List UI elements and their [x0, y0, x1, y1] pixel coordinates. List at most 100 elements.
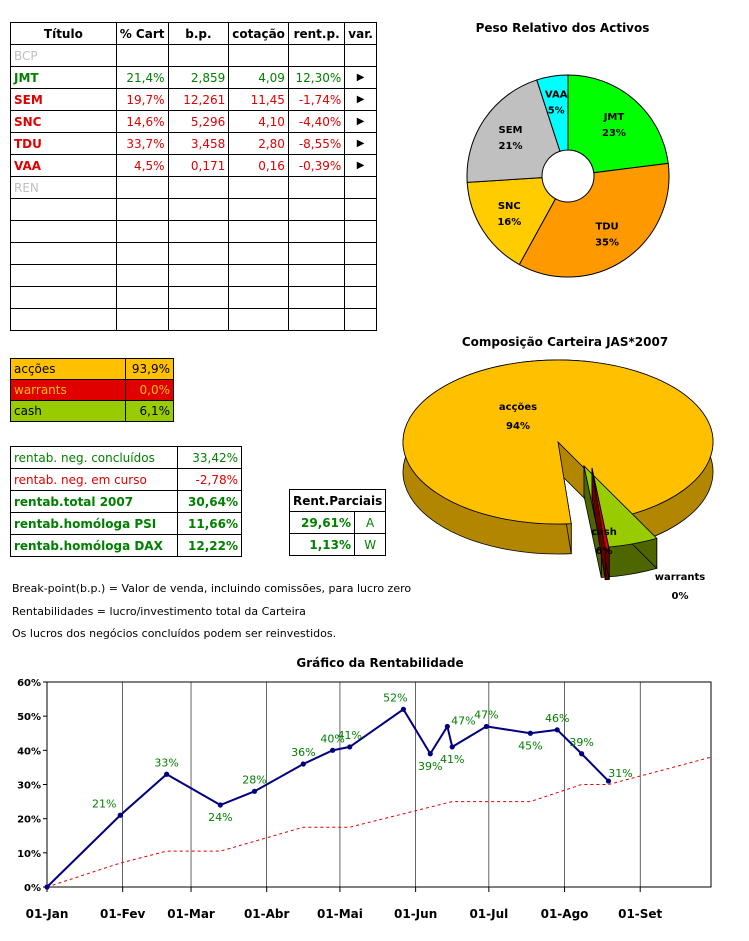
pie3d-slice-warrants	[591, 467, 610, 551]
returns-row: rentab.homóloga PSI 11,66%	[10, 512, 242, 535]
stock-row	[10, 286, 377, 309]
rent-cell	[287, 44, 346, 67]
data-label: 36%	[291, 746, 315, 759]
rent-cell: -8,55%	[287, 132, 346, 155]
ticker-cell: SNC	[10, 110, 117, 133]
main-series-point	[605, 778, 612, 784]
note-reinvest: Os lucros dos negócios concluídos podem …	[12, 627, 337, 640]
stock-row: REN	[10, 176, 377, 199]
donut-category-label: TDU	[595, 221, 618, 232]
main-series-point	[400, 706, 407, 712]
partial-value: 29,61%	[289, 511, 355, 534]
main-series-point	[449, 744, 455, 750]
cotacao-cell: 11,45	[228, 88, 289, 111]
partial-returns-table: Rent.Parciais 29,61% A 1,13% W	[288, 489, 387, 556]
rent-cell	[287, 286, 346, 309]
ticker-cell	[10, 308, 117, 331]
data-label: 47%	[474, 708, 498, 721]
donut-slice-tdu	[518, 162, 670, 278]
data-label: 47%	[451, 714, 475, 727]
data-label: 41%	[440, 753, 464, 766]
main-series-point	[427, 751, 433, 757]
x-tick-label: 01-Mar	[167, 907, 215, 921]
partial-value: 1,13%	[289, 533, 355, 556]
var-cell: ▶	[344, 110, 377, 133]
cart-cell	[115, 264, 169, 287]
x-tick-label: 01-Ago	[541, 907, 589, 921]
reference-series-line	[46, 756, 712, 888]
returns-value: 30,64%	[177, 490, 242, 513]
rent-cell	[287, 242, 346, 265]
cotacao-cell	[228, 220, 289, 243]
ticker-cell: VAA	[10, 154, 117, 177]
var-cell	[344, 44, 377, 67]
allocation-row-cash: cash 6,1%	[10, 400, 174, 422]
var-cell: ▶	[344, 132, 377, 155]
stock-row	[10, 264, 377, 287]
ticker-cell: REN	[10, 176, 117, 199]
ticker-cell: TDU	[10, 132, 117, 155]
cotacao-cell	[228, 308, 289, 331]
bp-cell	[167, 286, 230, 309]
stock-row	[10, 308, 377, 331]
donut-value-label: 16%	[497, 217, 521, 228]
bp-cell	[167, 220, 230, 243]
cart-cell	[115, 176, 169, 199]
stock-row: BCP	[10, 44, 377, 67]
cotacao-cell	[228, 286, 289, 309]
cart-cell	[115, 220, 169, 243]
returns-row: rentab.homóloga DAX 12,22%	[10, 534, 242, 557]
cart-cell: 19,7%	[115, 88, 169, 111]
rent-cell: -0,39%	[287, 154, 346, 177]
y-tick-label: 40%	[17, 746, 41, 757]
rent-cell	[287, 176, 346, 199]
main-series-point	[300, 761, 306, 767]
returns-label: rentab.homóloga PSI	[10, 512, 178, 535]
cart-cell: 33,7%	[115, 132, 169, 155]
donut-value-label: 5%	[548, 105, 565, 116]
y-tick-label: 0%	[24, 883, 41, 894]
ticker-cell	[10, 264, 117, 287]
allocation-row-accoes: acções 93,9%	[10, 358, 174, 380]
data-label: 41%	[337, 729, 361, 742]
stock-row	[10, 198, 377, 221]
bp-cell	[167, 308, 230, 331]
composition-chart-title: Composição Carteira JAS*2007	[461, 335, 669, 349]
returns-value: -2,78%	[177, 468, 242, 491]
rent-cell	[287, 264, 346, 287]
var-cell	[344, 242, 377, 265]
line-chart-title: Gráfico da Rentabilidade	[296, 656, 464, 670]
cotacao-cell	[228, 198, 289, 221]
bp-cell: 5,296	[167, 110, 230, 133]
cart-cell: 4,5%	[115, 154, 169, 177]
pie3d-category-label: cash	[591, 527, 617, 538]
stock-row: SNC 14,6% 5,296 4,10 -4,40% ▶	[10, 110, 377, 133]
donut-slice-jmt	[567, 74, 669, 174]
ticker-cell	[10, 198, 117, 221]
stocks-table: Título % Cart b.p. cotação rent.p. var. …	[10, 22, 377, 331]
col-header-var: var.	[344, 22, 377, 45]
partial-row: 29,61% A	[289, 511, 387, 534]
pie3d-category-label: acções	[499, 402, 537, 413]
bp-cell	[167, 264, 230, 287]
returns-row: rentab.total 2007 30,64%	[10, 490, 242, 513]
var-cell: ▶	[344, 66, 377, 89]
stock-row: JMT 21,4% 2,859 4,09 12,30% ▶	[10, 66, 377, 89]
rent-cell: -4,40%	[287, 110, 346, 133]
x-tick-label: 01-Jul	[469, 907, 508, 921]
bp-cell: 2,859	[167, 66, 230, 89]
y-tick-label: 50%	[17, 712, 41, 723]
donut-category-label: SNC	[498, 201, 521, 212]
returns-label: rentab. neg. em curso	[10, 468, 178, 491]
cotacao-cell	[228, 242, 289, 265]
note-rentabilidades: Rentabilidades = lucro/investimento tota…	[12, 605, 306, 618]
data-label: 31%	[608, 767, 632, 780]
cart-cell	[115, 242, 169, 265]
allocation-value: 93,9%	[125, 358, 174, 380]
pie3d-value-label: 0%	[672, 591, 689, 602]
data-label: 52%	[383, 691, 407, 704]
y-tick-label: 10%	[17, 849, 41, 860]
bp-cell	[167, 198, 230, 221]
rent-cell	[287, 220, 346, 243]
partial-tag: A	[353, 511, 387, 534]
